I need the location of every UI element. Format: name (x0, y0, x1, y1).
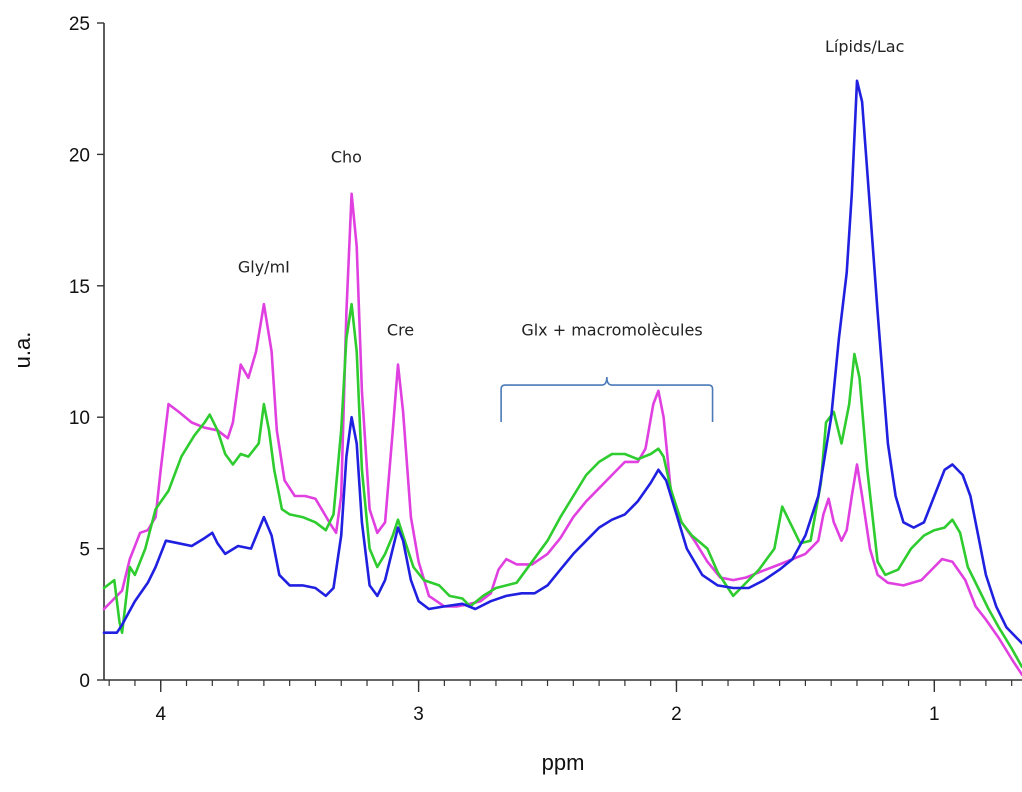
y-tick-label: 15 (69, 277, 90, 298)
plot-area: 0 5 10 15 20 25 4 3 2 1 Gly/mI Cho Cre Glx + macrom… (69, 14, 1022, 725)
y-tick-label: 0 (79, 671, 90, 692)
y-tick-label: 20 (69, 145, 90, 166)
peak-annotation: Cho (331, 147, 362, 166)
x-tick-label: 3 (413, 704, 424, 725)
peak-annotation: Glx + macromolècules (521, 321, 702, 340)
x-tick-label: 2 (671, 704, 682, 725)
glx-bracket (500, 377, 714, 423)
x-tick-label: 1 (929, 704, 940, 725)
series-group (102, 79, 1022, 676)
peak-annotation: Lípids/Lac (825, 37, 904, 56)
x-axis-label: ppm (542, 750, 585, 775)
series-line-1 (102, 192, 1022, 676)
x-minor-ticks (108, 680, 1013, 686)
x-tick-label: 4 (155, 704, 166, 725)
y-tick-label: 25 (69, 14, 90, 35)
peak-annotation: Cre (387, 321, 414, 340)
major-ticks (97, 22, 936, 692)
series-line-2 (102, 302, 1022, 669)
y-tick-label: 5 (79, 540, 90, 561)
series-line-3 (102, 79, 1022, 645)
peak-annotations: Gly/mI Cho Cre Glx + macromolècules Lípids/L… (238, 37, 905, 340)
y-axis-label: u.a. (10, 332, 35, 369)
peak-annotation: Gly/mI (238, 258, 290, 277)
x-tick-labels: 4 3 2 1 (155, 704, 939, 725)
y-tick-labels: 0 5 10 15 20 25 (69, 14, 90, 692)
y-tick-label: 10 (69, 408, 90, 429)
